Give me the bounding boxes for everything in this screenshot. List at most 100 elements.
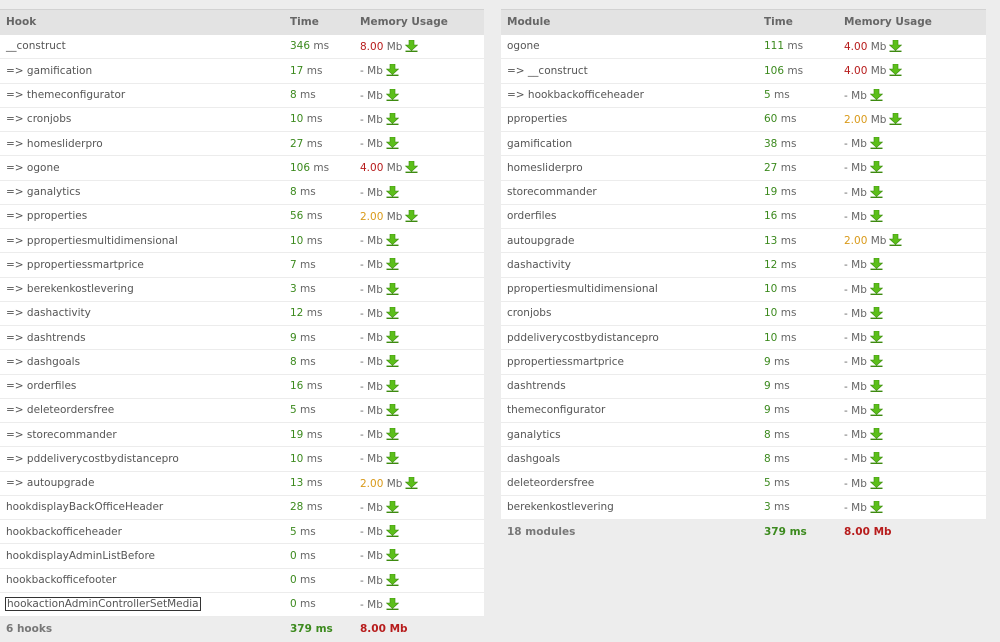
download-arrow-icon[interactable] <box>889 233 903 247</box>
time-cell: 9 ms <box>758 374 838 398</box>
hook-row[interactable]: => ppropertiessmartprice 7 ms - Mb <box>0 252 484 277</box>
module-row[interactable]: ppropertiesmultidimensional 10 ms - Mb <box>501 277 986 302</box>
download-arrow-icon[interactable] <box>385 524 400 538</box>
hook-row[interactable]: hookdisplayBackOfficeHeader 28 ms - Mb <box>0 495 484 520</box>
module-row[interactable]: berekenkostlevering 3 ms - Mb <box>501 495 986 520</box>
hook-row[interactable]: => orderfiles 16 ms - Mb <box>0 374 484 399</box>
memory-unit: Mb <box>851 138 867 151</box>
hook-row[interactable]: => pproperties 56 ms 2.00 Mb <box>0 204 484 229</box>
download-arrow-icon[interactable] <box>385 330 400 344</box>
module-row[interactable]: pddeliverycostbydistancepro 10 ms - Mb <box>501 325 986 350</box>
download-arrow-icon[interactable] <box>385 306 400 319</box>
download-arrow-icon[interactable] <box>889 112 903 125</box>
module-row[interactable]: deleteordersfree 5 ms - Mb <box>501 471 986 496</box>
module-row[interactable]: => hookbackofficeheader 5 ms - Mb <box>501 83 986 108</box>
hook-row[interactable]: hookactionAdminControllerSetMedia 0 ms - M… <box>0 592 484 617</box>
download-arrow-icon[interactable] <box>869 185 884 198</box>
module-row[interactable]: orderfiles 16 ms - Mb <box>501 204 986 229</box>
module-row[interactable]: gamification 38 ms - Mb <box>501 131 986 156</box>
download-arrow-icon[interactable] <box>385 500 400 513</box>
module-row[interactable]: dashtrends 9 ms - Mb <box>501 374 986 399</box>
hook-row[interactable]: => autoupgrade 13 ms 2.00 Mb <box>0 471 484 496</box>
download-arrow-icon[interactable] <box>869 452 884 465</box>
hook-row[interactable]: => ogone 106 ms 4.00 Mb <box>0 155 484 180</box>
download-arrow-icon[interactable] <box>385 403 400 416</box>
memory-value: - <box>360 380 364 393</box>
download-arrow-icon[interactable] <box>869 476 884 489</box>
download-arrow-icon[interactable] <box>869 258 884 271</box>
download-arrow-icon[interactable] <box>869 379 884 392</box>
hooks-total-memory: 8.00 Mb <box>354 617 484 642</box>
download-arrow-icon[interactable] <box>385 136 400 150</box>
time-cell: 10 ms <box>284 447 354 471</box>
hook-row[interactable]: hookbackofficeheader 5 ms - Mb <box>0 519 484 544</box>
download-arrow-icon[interactable] <box>405 209 419 222</box>
download-arrow-icon[interactable] <box>869 209 884 222</box>
download-arrow-icon[interactable] <box>385 258 400 271</box>
download-arrow-icon[interactable] <box>385 185 400 198</box>
download-arrow-icon[interactable] <box>385 573 400 586</box>
module-row[interactable]: dashactivity 12 ms - Mb <box>501 252 986 277</box>
hook-row[interactable]: => ganalytics 8 ms - Mb <box>0 180 484 205</box>
download-arrow-icon[interactable] <box>869 306 884 319</box>
module-row[interactable]: autoupgrade 13 ms 2.00 Mb <box>501 228 986 253</box>
download-arrow-icon[interactable] <box>869 427 884 441</box>
module-row[interactable]: pproperties 60 ms 2.00 Mb <box>501 107 986 132</box>
download-arrow-icon[interactable] <box>869 355 884 368</box>
hook-row[interactable]: => storecommander 19 ms - Mb <box>0 422 484 447</box>
hook-row[interactable]: => dashtrends 9 ms - Mb <box>0 325 484 350</box>
module-row[interactable]: ppropertiessmartprice 9 ms - Mb <box>501 349 986 374</box>
memory-value: - <box>360 404 364 417</box>
module-row[interactable]: ogone 111 ms 4.00 Mb <box>501 34 986 59</box>
module-name-cell: deleteordersfree <box>501 471 758 495</box>
download-arrow-icon[interactable] <box>385 282 400 295</box>
module-row[interactable]: dashgoals 8 ms - Mb <box>501 446 986 471</box>
module-row[interactable]: homesliderpro 27 ms - Mb <box>501 155 986 180</box>
time-cell: 9 ms <box>758 398 838 422</box>
hook-row[interactable]: => berekenkostlevering 3 ms - Mb <box>0 277 484 302</box>
download-arrow-icon[interactable] <box>869 500 884 513</box>
module-row[interactable]: cronjobs 10 ms - Mb <box>501 301 986 326</box>
download-arrow-icon[interactable] <box>385 452 400 465</box>
download-arrow-icon[interactable] <box>385 112 400 125</box>
download-arrow-icon[interactable] <box>385 88 400 101</box>
download-arrow-icon[interactable] <box>385 427 400 441</box>
download-arrow-icon[interactable] <box>869 161 884 174</box>
download-arrow-icon[interactable] <box>405 39 419 52</box>
hook-row[interactable]: => cronjobs 10 ms - Mb <box>0 107 484 132</box>
download-arrow-icon[interactable] <box>385 64 400 77</box>
download-arrow-icon[interactable] <box>869 330 884 344</box>
hook-name-cell: => storecommander <box>0 423 284 447</box>
hook-row[interactable]: hookbackofficefooter 0 ms - Mb <box>0 568 484 593</box>
module-name-cell: dashactivity <box>501 253 758 277</box>
hook-row[interactable]: => gamification 17 ms - Mb <box>0 58 484 83</box>
module-row[interactable]: ganalytics 8 ms - Mb <box>501 422 986 447</box>
download-arrow-icon[interactable] <box>385 355 400 368</box>
download-arrow-icon[interactable] <box>385 379 400 392</box>
hook-row[interactable]: => dashgoals 8 ms - Mb <box>0 349 484 374</box>
download-arrow-icon[interactable] <box>869 136 884 150</box>
hook-row[interactable]: => deleteordersfree 5 ms - Mb <box>0 398 484 423</box>
hook-row[interactable]: => themeconfigurator 8 ms - Mb <box>0 83 484 108</box>
hook-row[interactable]: => dashactivity 12 ms - Mb <box>0 301 484 326</box>
download-arrow-icon[interactable] <box>385 597 400 610</box>
time-cell: 5 ms <box>284 520 354 544</box>
hook-row[interactable]: => ppropertiesmultidimensional 10 ms - Mb <box>0 228 484 253</box>
module-row[interactable]: storecommander 19 ms - Mb <box>501 180 986 205</box>
download-arrow-icon[interactable] <box>869 282 884 295</box>
download-arrow-icon[interactable] <box>405 161 419 174</box>
module-row[interactable]: themeconfigurator 9 ms - Mb <box>501 398 986 423</box>
hook-row[interactable]: => pddeliverycostbydistancepro 10 ms - Mb <box>0 446 484 471</box>
hook-name-cell: => gamification <box>0 59 284 83</box>
download-arrow-icon[interactable] <box>889 64 903 77</box>
hook-row[interactable]: __construct 346 ms 8.00 Mb <box>0 34 484 59</box>
hook-row[interactable]: hookdisplayAdminListBefore 0 ms - Mb <box>0 543 484 568</box>
download-arrow-icon[interactable] <box>385 549 400 562</box>
download-arrow-icon[interactable] <box>869 88 884 101</box>
download-arrow-icon[interactable] <box>405 476 419 489</box>
module-row[interactable]: => __construct 106 ms 4.00 Mb <box>501 58 986 83</box>
download-arrow-icon[interactable] <box>869 403 884 416</box>
download-arrow-icon[interactable] <box>889 39 903 52</box>
download-arrow-icon[interactable] <box>385 233 400 247</box>
hook-row[interactable]: => homesliderpro 27 ms - Mb <box>0 131 484 156</box>
